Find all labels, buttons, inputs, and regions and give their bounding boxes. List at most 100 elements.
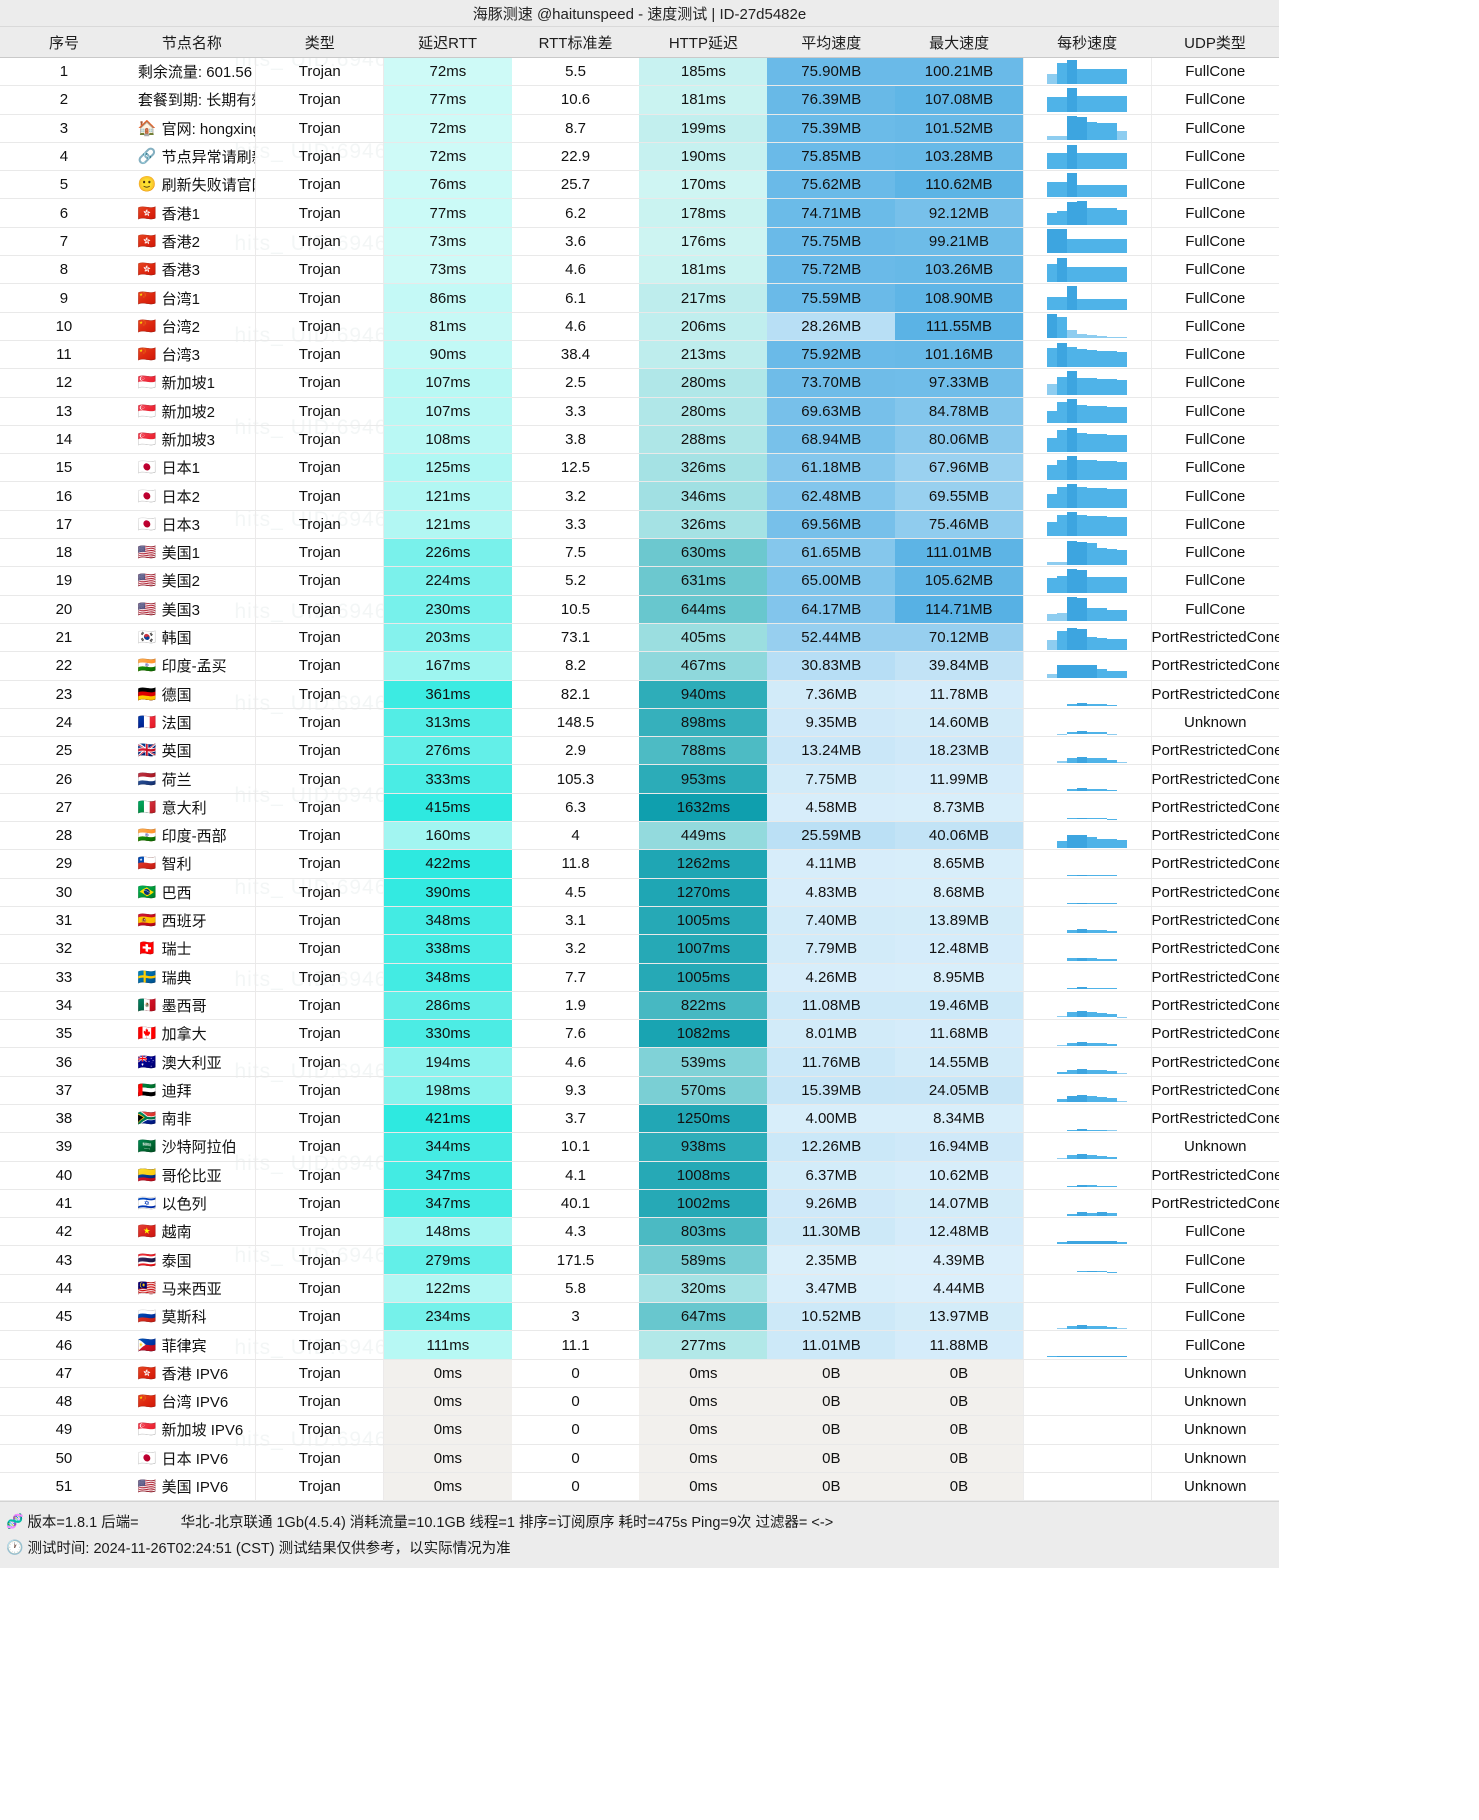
flag-icon: 🇪🇸 bbox=[137, 912, 157, 930]
table-row[interactable]: 34 🇲🇽 墨西哥 Trojan 286ms 1.9 822ms 11.08MB 19.46MB… bbox=[0, 991, 1279, 1021]
table-row[interactable]: 7 🇭🇰 香港2 Trojan 73ms 3.6 176ms 75.75MB 99.21MB Fu… bbox=[0, 227, 1279, 257]
table-row[interactable]: 28 🇮🇳 印度-西部 Trojan 160ms 4 449ms 25.59MB 40.06MB… bbox=[0, 821, 1279, 851]
table-row[interactable]: 8 🇭🇰 香港3 Trojan 73ms 4.6 181ms 75.72MB 103.26MB F… bbox=[0, 255, 1279, 285]
table-row[interactable]: 51 🇺🇸 美国 IPV6 Trojan 0ms 0 0ms 0B 0B Unknown bbox=[0, 1472, 1279, 1502]
table-row[interactable]: 24 🇫🇷 法国 Trojan 313ms 148.5 898ms 9.35MB 14.60MB… bbox=[0, 708, 1279, 738]
node-name-cell: 🇷🇺 莫斯科 bbox=[138, 1306, 255, 1327]
table-row[interactable]: 20 🇺🇸 美国3 Trojan 230ms 10.5 644ms 64.17MB 114.71… bbox=[0, 595, 1279, 624]
table-row[interactable]: 23 🇩🇪 德国 Trojan 361ms 82.1 940ms 7.36MB 11.78MB P… bbox=[0, 680, 1279, 709]
table-row[interactable]: 47 🇭🇰 香港 IPV6 Trojan 0ms 0 0ms 0B 0B Unknown bbox=[0, 1359, 1279, 1388]
flag-icon: 🇿🇦 bbox=[137, 1110, 157, 1128]
column-header-seq[interactable]: 序号 bbox=[0, 27, 128, 58]
sparkline-bar bbox=[1077, 1355, 1088, 1357]
table-row[interactable]: 6 🇭🇰 香港1 Trojan 77ms 6.2 178ms 74.71MB 92.12MB Fu… bbox=[0, 198, 1279, 228]
table-row[interactable]: 50 🇯🇵 日本 IPV6 Trojan 0ms 0 0ms 0B 0B Unknown bbox=[0, 1444, 1279, 1473]
table-row[interactable]: 49 🇸🇬 新加坡 IPV6 Trojan 0ms 0 0ms 0B 0B Unknown bbox=[0, 1415, 1279, 1445]
cell-name: 🇮🇹 意大利 bbox=[127, 793, 257, 823]
table-row[interactable]: 17 🇯🇵 日本3 Trojan 121ms 3.3 326ms 69.56MB 75.46MB… bbox=[0, 510, 1279, 540]
cell-http: 176ms bbox=[639, 227, 768, 257]
cell-name: 🇸🇪 瑞典 bbox=[127, 963, 257, 992]
sparkline-bar bbox=[1047, 212, 1058, 226]
sparkline-bar bbox=[1087, 1042, 1098, 1046]
table-row[interactable]: 13 🇸🇬 新加坡2 Trojan 107ms 3.3 280ms 69.63MB 84.78M… bbox=[0, 397, 1279, 426]
table-row[interactable]: 36 🇦🇺 澳大利亚 Trojan 194ms 4.6 539ms 11.76MB 14.55M… bbox=[0, 1047, 1279, 1077]
table-row[interactable]: 11 🇨🇳 台湾3 Trojan 90ms 38.4 213ms 75.92MB 101.16M… bbox=[0, 340, 1279, 370]
cell-rtt: 76ms bbox=[383, 170, 512, 200]
table-row[interactable]: 5 🙂刷新失败请官网重置(需重登账号)Trojan76ms25.7170ms75.… bbox=[0, 170, 1279, 200]
table-row[interactable]: 32 🇨🇭 瑞士 Trojan 338ms 3.2 1007ms 7.79MB 12.48MB P… bbox=[0, 934, 1279, 964]
sparkline-bar bbox=[1077, 267, 1088, 282]
table-row[interactable]: 19 🇺🇸 美国2 Trojan 224ms 5.2 631ms 65.00MB 105.62M… bbox=[0, 566, 1279, 596]
table-row[interactable]: 2 套餐到期: 长期有效 Trojan 77ms 10.6 181ms 76.39MB 107… bbox=[0, 85, 1279, 115]
table-row[interactable]: 42 🇻🇳 越南 Trojan 148ms 4.3 803ms 11.30MB 12.48MB F… bbox=[0, 1217, 1279, 1247]
cell-http: 0ms bbox=[639, 1472, 768, 1502]
column-header-std[interactable]: RTT标准差 bbox=[511, 27, 640, 58]
flag-icon: 🇫🇷 bbox=[137, 713, 157, 731]
node-name-cell: 🙂刷新失败请官网重置(需重登账号) bbox=[138, 174, 255, 195]
table-row[interactable]: 21 🇰🇷 韩国 Trojan 203ms 73.1 405ms 52.44MB 70.12MB… bbox=[0, 623, 1279, 653]
sparkline-bar bbox=[1067, 732, 1078, 735]
cell-type: Trojan bbox=[255, 425, 385, 455]
column-header-name[interactable]: 节点名称 bbox=[127, 27, 256, 58]
column-header-http[interactable]: HTTP延迟 bbox=[639, 27, 768, 58]
table-row[interactable]: 12 🇸🇬 新加坡1 Trojan 107ms 2.5 280ms 73.70MB 97.33M… bbox=[0, 368, 1279, 398]
node-name-label: 套餐到期: 长期有效 bbox=[137, 92, 256, 110]
column-header-spark[interactable]: 每秒速度 bbox=[1023, 27, 1152, 58]
table-row[interactable]: 48 🇨🇳 台湾 IPV6 Trojan 0ms 0 0ms 0B 0B Unknown bbox=[0, 1387, 1279, 1417]
table-row[interactable]: 1 剩余流量: 601.56 GBTrojan72ms5.5185ms75.90M… bbox=[0, 57, 1279, 87]
table-row[interactable]: 37 🇦🇪 迪拜 Trojan 198ms 9.3 570ms 15.39MB 24.05MB P… bbox=[0, 1076, 1279, 1105]
cell-seq: 10 bbox=[0, 312, 128, 341]
column-header-type[interactable]: 类型 bbox=[255, 27, 384, 58]
column-header-udp[interactable]: UDP类型 bbox=[1151, 27, 1279, 58]
sparkline-bar bbox=[1097, 238, 1108, 254]
cell-max: 4.39MB bbox=[895, 1245, 1024, 1275]
table-row[interactable]: 41 🇮🇱 以色列 Trojan 347ms 40.1 1002ms 9.26MB 14.07M… bbox=[0, 1189, 1279, 1219]
cell-udp: Unknown bbox=[1151, 1444, 1279, 1473]
table-row[interactable]: 38 🇿🇦 南非 Trojan 421ms 3.7 1250ms 4.00MB 8.34MB Po… bbox=[0, 1104, 1279, 1134]
table-row[interactable]: 45 🇷🇺 莫斯科 Trojan 234ms 3 647ms 10.52MB 13.97MB Fu… bbox=[0, 1302, 1279, 1332]
table-row[interactable]: 44 🇲🇾 马来西亚 Trojan 122ms 5.8 320ms 3.47MB 4.44MB F… bbox=[0, 1274, 1279, 1304]
cell-std: 11.1 bbox=[511, 1330, 640, 1360]
cell-spark bbox=[1022, 736, 1152, 766]
sparkline-bar bbox=[1097, 1129, 1108, 1131]
table-row[interactable]: 35 🇨🇦 加拿大 Trojan 330ms 7.6 1082ms 8.01MB 11.68MB… bbox=[0, 1019, 1279, 1049]
table-row[interactable]: 26 🇳🇱 荷兰 Trojan 333ms 105.3 953ms 7.75MB 11.99MB… bbox=[0, 764, 1279, 794]
table-row[interactable]: 25 🇬🇧 英国 Trojan 276ms 2.9 788ms 13.24MB 18.23MB P… bbox=[0, 736, 1279, 766]
table-row[interactable]: 4 🔗节点异常请刷新订阅Trojan72ms22.9190ms75.85MB103… bbox=[0, 142, 1279, 172]
table-row[interactable]: 39 🇸🇦 沙特阿拉伯 Trojan 344ms 10.1 938ms 12.26MB 16.9… bbox=[0, 1132, 1279, 1162]
node-name-label: 新加坡 IPV6 bbox=[161, 1422, 244, 1440]
sparkline-bar bbox=[1097, 1185, 1108, 1188]
table-row[interactable]: 46 🇵🇭 菲律宾 Trojan 111ms 11.1 277ms 11.01MB 11.88M… bbox=[0, 1330, 1279, 1360]
table-row[interactable]: 31 🇪🇸 西班牙 Trojan 348ms 3.1 1005ms 7.40MB 13.89MB… bbox=[0, 906, 1279, 936]
cell-type: Trojan bbox=[255, 340, 385, 370]
column-header-rtt[interactable]: 延迟RTT bbox=[383, 27, 512, 58]
sparkline-bar bbox=[1077, 874, 1088, 876]
table-row[interactable]: 22 🇮🇳 印度-孟买 Trojan 167ms 8.2 467ms 30.83MB 39.84… bbox=[0, 651, 1279, 681]
table-row[interactable]: 15 🇯🇵 日本1 Trojan 125ms 12.5 326ms 61.18MB 67.96M… bbox=[0, 453, 1279, 483]
sparkline-bar bbox=[1047, 181, 1058, 197]
table-row[interactable]: 10 🇨🇳 台湾2 Trojan 81ms 4.6 206ms 28.26MB 111.55MB… bbox=[0, 312, 1279, 341]
table-row[interactable]: 30 🇧🇷 巴西 Trojan 390ms 4.5 1270ms 4.83MB 8.68MB Po… bbox=[0, 878, 1279, 907]
sparkline-bar bbox=[1067, 930, 1078, 933]
cell-rtt: 0ms bbox=[383, 1387, 512, 1417]
cell-udp: FullCone bbox=[1151, 453, 1279, 483]
table-row[interactable]: 18 🇺🇸 美国1 Trojan 226ms 7.5 630ms 61.65MB 111.01M… bbox=[0, 538, 1279, 568]
cell-max: 114.71MB bbox=[895, 595, 1024, 624]
cell-name: 🇺🇸 美国 IPV6 bbox=[127, 1472, 257, 1502]
table-row[interactable]: 9 🇨🇳 台湾1 Trojan 86ms 6.1 217ms 75.59MB 108.90MB F… bbox=[0, 283, 1279, 313]
table-row[interactable]: 14 🇸🇬 新加坡3 Trojan 108ms 3.8 288ms 68.94MB 80.06M… bbox=[0, 425, 1279, 455]
cell-type: Trojan bbox=[255, 170, 385, 200]
table-row[interactable]: 3 🏠官网: hongxingdl.clubTrojan72ms8.7199ms7… bbox=[0, 114, 1279, 143]
column-header-max[interactable]: 最大速度 bbox=[895, 27, 1024, 58]
table-row[interactable]: 27 🇮🇹 意大利 Trojan 415ms 6.3 1632ms 4.58MB 8.73MB P… bbox=[0, 793, 1279, 823]
sparkline-bar bbox=[1097, 638, 1108, 650]
footer-line-timestamp: 🕐 测试时间: 2024-11-26T02:24:51 (CST) 测试结果仅供… bbox=[6, 1534, 1279, 1560]
table-row[interactable]: 16 🇯🇵 日本2 Trojan 121ms 3.2 346ms 62.48MB 69.55MB… bbox=[0, 481, 1279, 511]
table-row[interactable]: 29 🇨🇱 智利 Trojan 422ms 11.8 1262ms 4.11MB 8.65MB P… bbox=[0, 849, 1279, 879]
sparkline-bar bbox=[1117, 671, 1128, 678]
cell-type: Trojan bbox=[255, 764, 385, 794]
column-header-avg[interactable]: 平均速度 bbox=[767, 27, 896, 58]
table-row[interactable]: 33 🇸🇪 瑞典 Trojan 348ms 7.7 1005ms 4.26MB 8.95MB Po… bbox=[0, 963, 1279, 992]
table-row[interactable]: 40 🇨🇴 哥伦比亚 Trojan 347ms 4.1 1008ms 6.37MB 10.62M… bbox=[0, 1161, 1279, 1190]
table-row[interactable]: 43 🇹🇭 泰国 Trojan 279ms 171.5 589ms 2.35MB 4.39MB F… bbox=[0, 1245, 1279, 1275]
